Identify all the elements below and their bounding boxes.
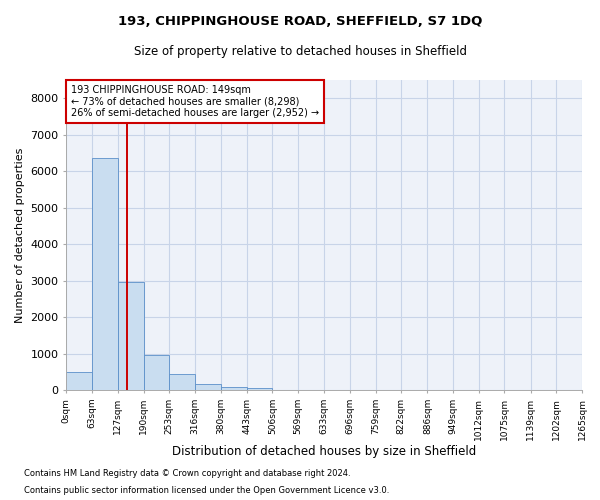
- Bar: [247, 388, 272, 390]
- Text: 193, CHIPPINGHOUSE ROAD, SHEFFIELD, S7 1DQ: 193, CHIPPINGHOUSE ROAD, SHEFFIELD, S7 1…: [118, 15, 482, 28]
- Bar: [221, 388, 247, 390]
- Bar: [92, 158, 118, 390]
- X-axis label: Distribution of detached houses by size in Sheffield: Distribution of detached houses by size …: [172, 446, 476, 458]
- Text: Contains HM Land Registry data © Crown copyright and database right 2024.: Contains HM Land Registry data © Crown c…: [24, 468, 350, 477]
- Bar: [195, 384, 221, 390]
- Bar: [66, 372, 92, 390]
- Text: Contains public sector information licensed under the Open Government Licence v3: Contains public sector information licen…: [24, 486, 389, 495]
- Text: 193 CHIPPINGHOUSE ROAD: 149sqm
← 73% of detached houses are smaller (8,298)
26% : 193 CHIPPINGHOUSE ROAD: 149sqm ← 73% of …: [71, 84, 319, 118]
- Bar: [169, 374, 195, 390]
- Text: Size of property relative to detached houses in Sheffield: Size of property relative to detached ho…: [133, 45, 467, 58]
- Bar: [143, 356, 169, 390]
- Y-axis label: Number of detached properties: Number of detached properties: [14, 148, 25, 322]
- Bar: [118, 282, 143, 390]
